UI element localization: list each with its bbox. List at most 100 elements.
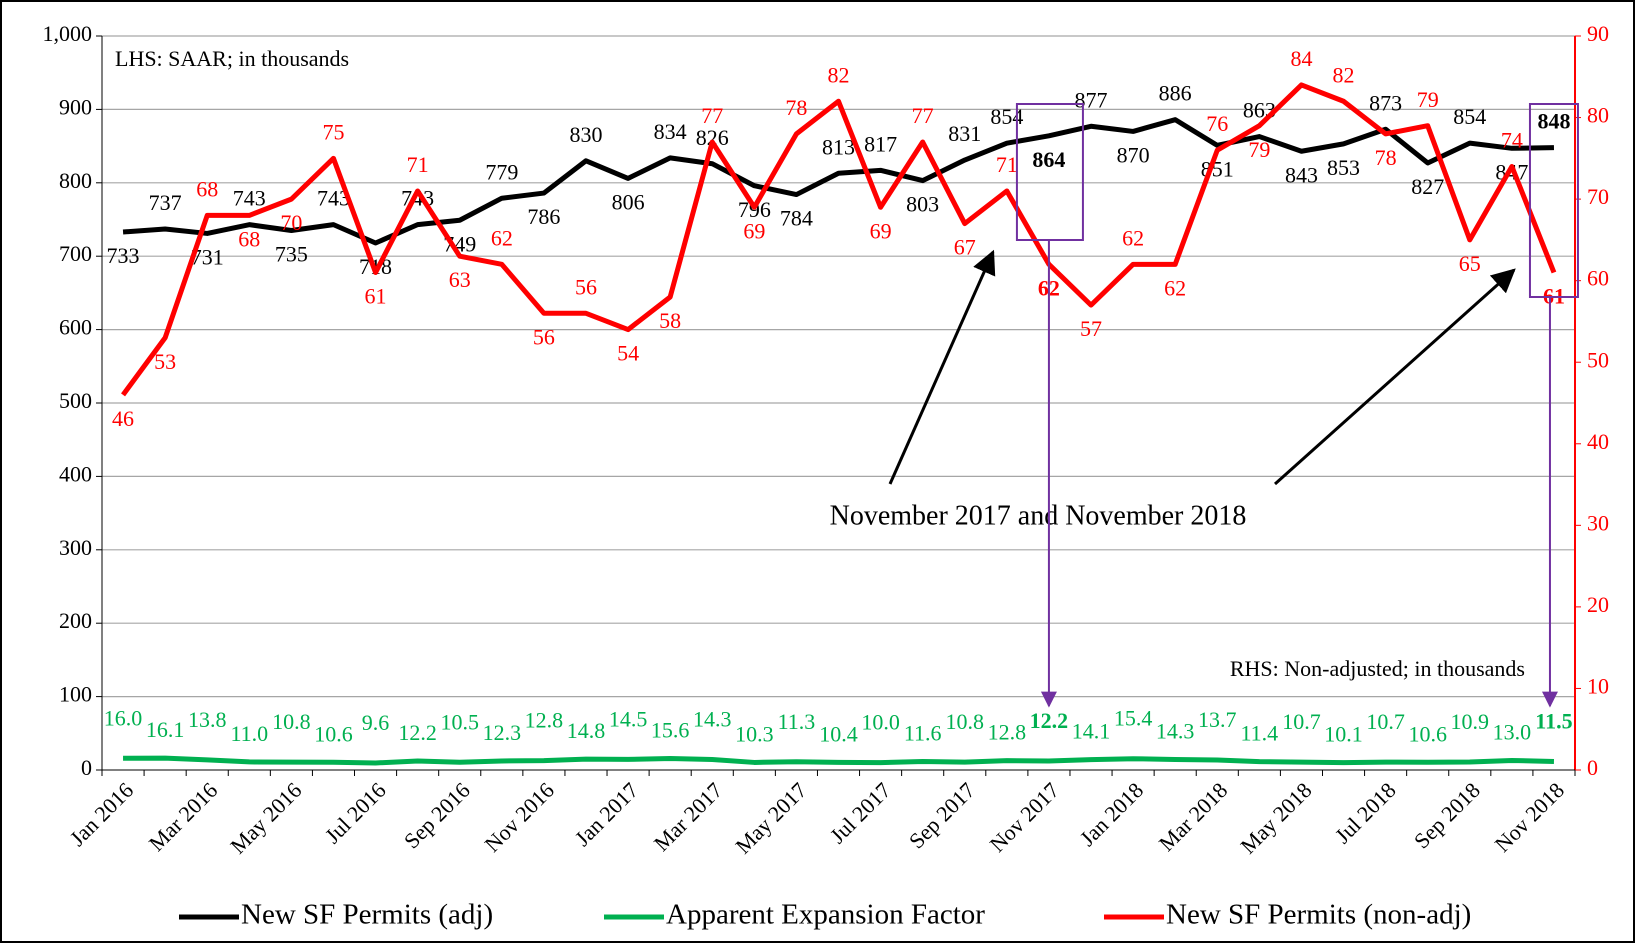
data-label: 11.0	[230, 721, 268, 746]
data-label: 10.7	[1366, 709, 1405, 734]
y2-tick-label: 50	[1587, 347, 1609, 372]
data-label: 786	[527, 204, 560, 229]
data-label: 813	[822, 134, 855, 159]
data-label: 831	[948, 121, 981, 146]
data-label: 11.5	[1535, 709, 1572, 734]
data-label: 853	[1327, 155, 1360, 180]
data-label: 14.3	[693, 707, 732, 732]
legend-label: Apparent Expansion Factor	[666, 899, 985, 931]
data-label: 82	[1333, 62, 1355, 87]
data-label: 12.2	[1030, 708, 1069, 733]
y-tick-label: 100	[59, 682, 92, 707]
callout: November 2017 and November 2018	[830, 500, 1247, 531]
data-label: 779	[485, 159, 518, 184]
callout-arrow	[1273, 268, 1516, 486]
data-label: 71	[407, 152, 429, 177]
data-label: 56	[575, 274, 597, 299]
data-label: 817	[864, 131, 897, 156]
data-label: 10.9	[1451, 709, 1490, 734]
data-label: 57	[1080, 316, 1102, 341]
data-label: 77	[912, 103, 934, 128]
data-label: 53	[154, 349, 176, 374]
data-label: 16.0	[104, 705, 143, 730]
data-label: 82	[828, 62, 850, 87]
y-tick-label: 1,000	[43, 21, 93, 46]
data-label: 15.6	[651, 718, 690, 743]
data-label: 10.3	[735, 721, 774, 746]
data-label: 62	[1164, 275, 1186, 300]
y2-tick-label: 90	[1587, 21, 1609, 46]
data-label: 69	[743, 218, 765, 243]
data-label: 14.5	[609, 706, 648, 731]
y-tick-label: 700	[59, 241, 92, 266]
data-label: 733	[107, 243, 140, 268]
data-label: 743	[233, 186, 266, 211]
data-label: 830	[569, 122, 602, 147]
y-tick-label: 400	[59, 461, 92, 486]
data-label: 54	[617, 341, 639, 366]
data-label: 69	[870, 218, 892, 243]
data-label: 735	[275, 242, 308, 267]
data-label: 737	[149, 190, 182, 215]
callout-arrow	[888, 249, 996, 485]
data-label: 63	[449, 267, 471, 292]
data-label: 79	[1417, 87, 1439, 112]
y2-tick-label: 70	[1587, 184, 1609, 209]
data-label: 70	[280, 210, 302, 235]
data-label: 12.3	[483, 720, 522, 745]
data-label: 84	[1290, 46, 1312, 71]
data-label: 13.7	[1198, 707, 1237, 732]
lhs-note: LHS: SAAR; in thousands	[115, 46, 349, 71]
data-label: 12.2	[398, 720, 437, 745]
data-label: 13.8	[188, 707, 227, 732]
data-label: 46	[112, 406, 134, 431]
y-tick-label: 800	[59, 168, 92, 193]
data-label: 10.8	[946, 709, 985, 734]
data-label: 12.8	[988, 720, 1027, 745]
data-label: 14.8	[567, 718, 606, 743]
data-label: 827	[1411, 174, 1444, 199]
legend-label: New SF Permits (non-adj)	[1166, 899, 1471, 931]
data-label: 78	[785, 95, 807, 120]
data-label: 803	[906, 192, 939, 217]
data-label: 10.1	[1324, 722, 1363, 747]
y2-tick-label: 40	[1587, 429, 1609, 454]
y2-tick-label: 60	[1587, 266, 1609, 291]
data-label: 65	[1459, 251, 1481, 276]
data-label: 62	[491, 225, 513, 250]
data-label: 10.4	[819, 721, 858, 746]
data-label: 77	[701, 103, 723, 128]
data-label: 10.6	[314, 721, 353, 746]
y-tick-label: 200	[59, 608, 92, 633]
data-label: 11.3	[778, 709, 816, 734]
data-label: 10.5	[440, 709, 479, 734]
y-tick-label: 600	[59, 315, 92, 340]
y2-tick-label: 20	[1587, 592, 1609, 617]
data-label: 68	[238, 226, 260, 251]
data-label: 68	[196, 176, 218, 201]
data-label: 16.1	[146, 717, 185, 742]
data-label: 61	[365, 284, 387, 309]
data-label: 11.4	[1241, 721, 1279, 746]
data-label: 78	[1375, 145, 1397, 170]
y-tick-label: 300	[59, 535, 92, 560]
y2-tick-label: 30	[1587, 510, 1609, 535]
data-label: 58	[659, 308, 681, 333]
data-label: 76	[1206, 111, 1228, 136]
data-label: 863	[1243, 98, 1276, 123]
data-label: 15.4	[1114, 706, 1153, 731]
y-tick-label: 900	[59, 94, 92, 119]
rhs-note: RHS: Non-adjusted; in thousands	[1230, 656, 1525, 681]
data-label: 848	[1537, 109, 1570, 134]
data-label: 873	[1369, 90, 1402, 115]
data-label: 843	[1285, 162, 1318, 187]
data-label: 864	[1032, 147, 1065, 172]
y2-tick-label: 10	[1587, 673, 1609, 698]
data-label: 14.1	[1072, 719, 1111, 744]
data-label: 75	[322, 119, 344, 144]
data-label: 71	[996, 152, 1018, 177]
data-label: 806	[612, 189, 645, 214]
data-label: 877	[1075, 87, 1108, 112]
